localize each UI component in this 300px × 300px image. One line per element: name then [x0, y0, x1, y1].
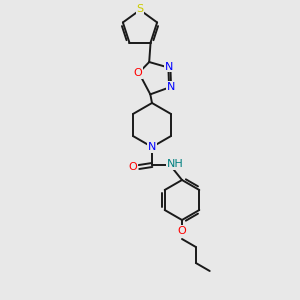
Text: N: N	[167, 82, 175, 92]
Text: NH: NH	[167, 159, 183, 169]
Text: O: O	[134, 68, 142, 78]
Text: O: O	[178, 226, 186, 236]
Text: O: O	[129, 162, 137, 172]
Text: N: N	[165, 61, 174, 71]
Text: S: S	[136, 4, 144, 14]
Text: N: N	[148, 142, 156, 152]
